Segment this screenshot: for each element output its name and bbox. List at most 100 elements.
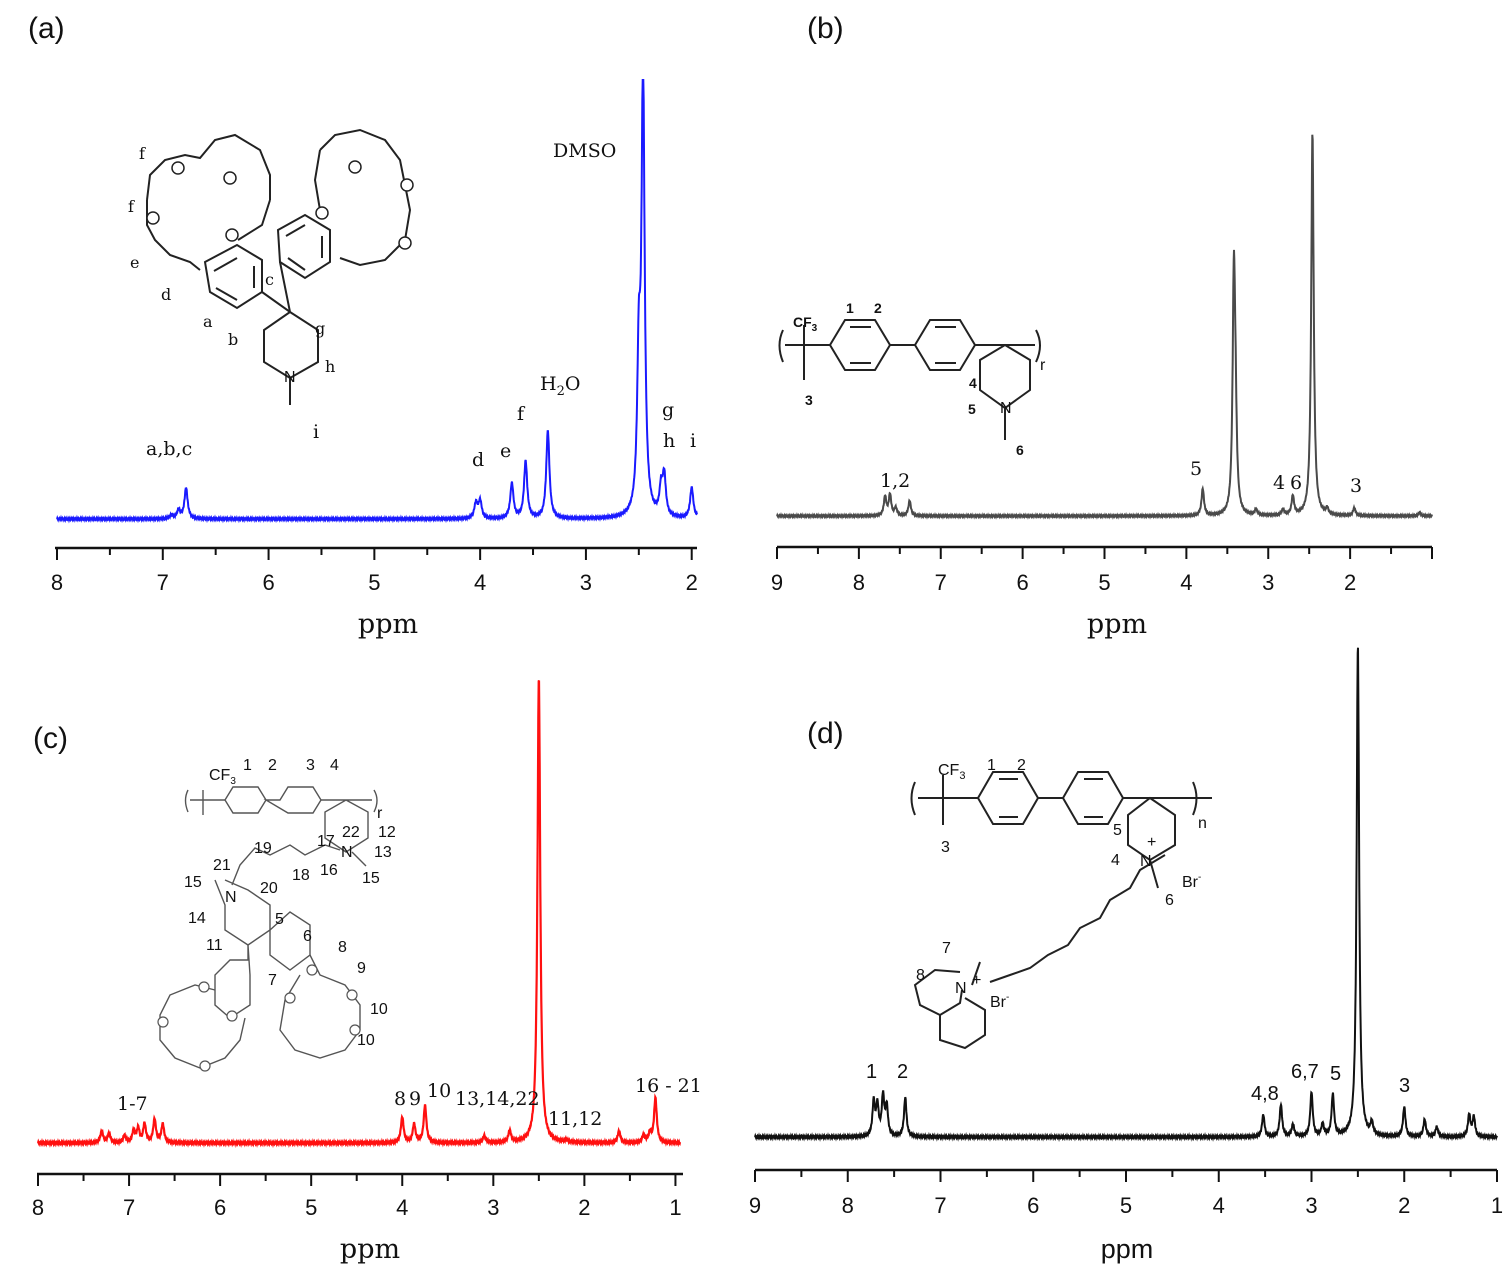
structure-c-label-6: 6 [303, 928, 312, 945]
annotation-i: i [690, 430, 696, 452]
structure-c-label-18: 18 [292, 867, 310, 884]
tick-label: 8 [842, 1193, 854, 1218]
structure-c-label-3: 3 [306, 757, 315, 774]
structure-c: CF3 1 2 3 4 12 13 15 22 [157, 757, 396, 1072]
x-ticks-b: 9 8 7 6 5 4 3 2 [771, 547, 1433, 595]
tick-label: 2 [1398, 1193, 1410, 1218]
panel-label-d: (d) [807, 717, 844, 750]
structure-d-label-3: 3 [941, 839, 950, 856]
structure-c-label-15a: 15 [362, 870, 380, 887]
tick-label: 5 [1098, 570, 1110, 595]
structure-d-label-8: 8 [916, 967, 925, 984]
x-axis-label-d: ppm [1101, 1234, 1154, 1264]
tick-label: 6 [1027, 1193, 1039, 1218]
structure-c-label-20: 20 [260, 880, 278, 897]
structure-d-label-6: 6 [1165, 892, 1174, 909]
annotation-1-2: 1,2 [880, 470, 910, 492]
tick-label: 4 [474, 570, 486, 595]
spectrum-trace-c [36, 680, 682, 1149]
structure-c-label-22: 22 [342, 824, 360, 841]
tick-label: 5 [305, 1195, 317, 1220]
tick-label: 5 [368, 570, 380, 595]
annotation-dmso: DMSO [553, 140, 616, 162]
tick-label: 4 [1180, 570, 1192, 595]
x-axis-label-c: ppm [340, 1234, 400, 1265]
annotation-d: d [472, 449, 484, 471]
tick-label: 8 [32, 1195, 44, 1220]
structure-c-label-8: 8 [338, 939, 347, 956]
panel-label-a: (a) [28, 12, 65, 45]
x-axis-label-b: ppm [1087, 609, 1147, 640]
annotation-5: 5 [1190, 458, 1202, 480]
structure-c-label-13: 13 [374, 844, 392, 861]
structure-d-br-1: Br- [1182, 872, 1201, 891]
structure-d-cf3: CF3 [938, 762, 965, 782]
structure-a-label-a: a [203, 312, 213, 331]
structure-b-label-6: 6 [1016, 442, 1024, 458]
structure-d-label-4: 4 [1111, 852, 1120, 869]
panel-a: (a) 8 7 6 5 4 3 2 ppm a,b,c d e f H2O g h i DM… [28, 12, 698, 640]
annotation-4-8: 4,8 [1251, 1083, 1279, 1105]
structure-c-cf3: CF3 [209, 767, 236, 787]
x-axis-label-a: ppm [358, 609, 418, 640]
structure-c-label-10a: 10 [370, 1001, 388, 1018]
annotation-3: 3 [1350, 475, 1362, 497]
annotation-d-2: 2 [897, 1061, 908, 1083]
structure-d-label-5: 5 [1113, 822, 1122, 839]
spectrum-trace-a [56, 79, 698, 524]
structure-b-nitrogen: N [1000, 400, 1012, 417]
tick-label: 3 [580, 570, 592, 595]
structure-c-label-19: 19 [254, 840, 272, 857]
tick-label: 2 [686, 570, 698, 595]
annotation-h2o: H2O [540, 373, 580, 399]
structure-c-label-14: 14 [188, 910, 206, 927]
annotation-d-1: 1 [866, 1061, 877, 1083]
panel-label-c: (c) [33, 722, 68, 755]
structure-c-label-r: r [377, 805, 383, 822]
annotation-1-7: 1-7 [117, 1093, 148, 1115]
structure-d-plus-1: + [1147, 834, 1156, 851]
tick-label: 7 [123, 1195, 135, 1220]
annotation-6: 6 [1290, 472, 1302, 494]
structure-c-nitrogen-1: N [341, 844, 353, 861]
structure-a-label-b: b [228, 330, 238, 349]
structure-c-label-16: 16 [320, 862, 338, 879]
tick-label: 3 [487, 1195, 499, 1220]
annotation-g: g [662, 399, 674, 421]
x-ticks-c: 8 7 6 5 4 3 2 1 [32, 1174, 682, 1220]
structure-c-label-9: 9 [357, 960, 366, 977]
structure-a-nitrogen: N [284, 369, 296, 386]
structure-d-br-2: Br- [990, 992, 1009, 1011]
annotation-13-14-22: 13,14,22 [455, 1088, 540, 1110]
tick-label: 2 [578, 1195, 590, 1220]
structure-c-label-5: 5 [275, 911, 284, 928]
structure-c-label-4: 4 [330, 757, 339, 774]
structure-a: N f f e d a b c g h i [128, 128, 414, 443]
annotation-f: f [517, 403, 526, 425]
structure-c-label-21: 21 [213, 857, 231, 874]
spectrum-trace-b [776, 134, 1433, 520]
structure-a-label-d: d [161, 285, 171, 304]
structure-d: CF3 1 2 3 5 4 N + 6 Br- 7 8 N + Br- n [910, 757, 1212, 1050]
panel-b: (b) 9 8 7 6 5 4 3 2 ppm 1,2 5 4 6 3 CF3 1 2 3 4… [771, 12, 1433, 640]
annotation-4: 4 [1273, 472, 1285, 494]
structure-a-label-f1: f [139, 144, 146, 163]
annotation-10: 10 [427, 1080, 451, 1102]
structure-d-label-2: 2 [1017, 757, 1026, 774]
structure-c-label-17: 17 [317, 833, 335, 850]
tick-label: 2 [1344, 570, 1356, 595]
structure-d-label-7: 7 [942, 940, 951, 957]
structure-c-label-10b: 10 [357, 1032, 375, 1049]
structure-d-plus-2: + [972, 972, 981, 989]
tick-label: 4 [1213, 1193, 1225, 1218]
x-ticks-d: 9 8 7 6 5 4 3 2 1 [749, 1170, 1503, 1218]
tick-label: 4 [396, 1195, 408, 1220]
tick-label: 9 [749, 1193, 761, 1218]
annotation-9: 9 [409, 1088, 421, 1110]
tick-label: 7 [935, 570, 947, 595]
structure-b-label-2: 2 [874, 300, 882, 316]
structure-a-label-g: g [315, 319, 325, 338]
structure-c-label-15b: 15 [184, 874, 202, 891]
